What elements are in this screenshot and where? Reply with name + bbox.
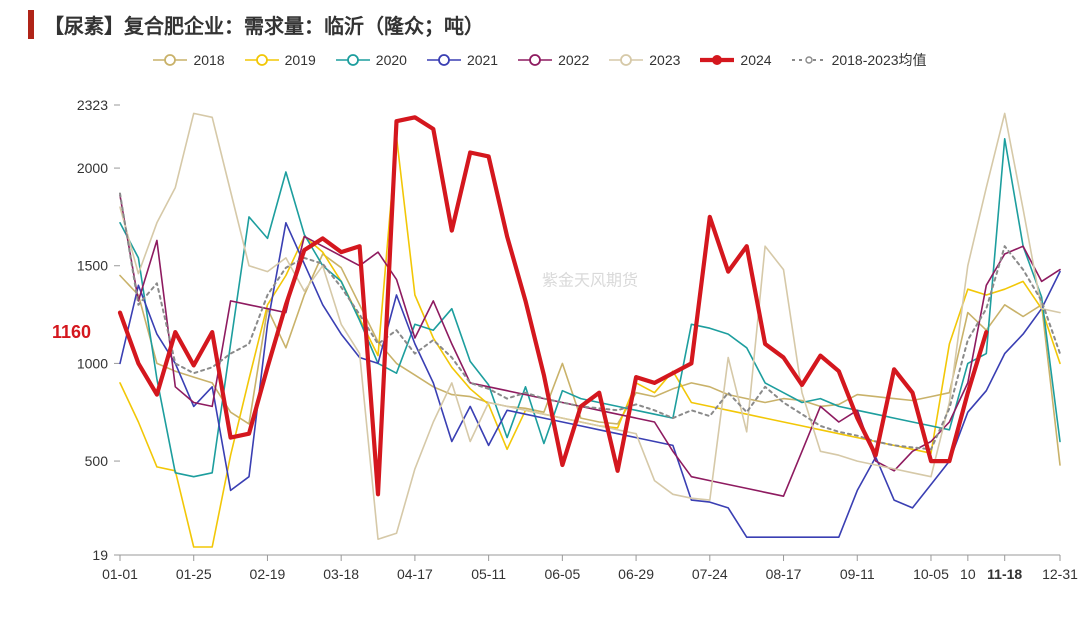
svg-text:07-24: 07-24 bbox=[692, 566, 728, 582]
svg-text:06-05: 06-05 bbox=[544, 566, 580, 582]
svg-text:01-25: 01-25 bbox=[176, 566, 212, 582]
line-chart: 19 500 1000 1500 2000 2323 1160 01-01 01-25 02-19… bbox=[0, 85, 1080, 625]
y-tick: 2323 bbox=[77, 97, 120, 113]
svg-text:12-31: 12-31 bbox=[1042, 566, 1078, 582]
legend-item-avg: 2018-2023均值 bbox=[792, 50, 927, 70]
legend-item-2022: 2022 bbox=[518, 52, 589, 68]
x-tick: 09-11 bbox=[840, 555, 875, 582]
svg-text:04-17: 04-17 bbox=[397, 566, 433, 582]
svg-text:05-11: 05-11 bbox=[471, 566, 506, 582]
svg-text:10: 10 bbox=[960, 566, 976, 582]
watermark: 紫金天风期货 bbox=[542, 271, 638, 289]
svg-text:2323: 2323 bbox=[77, 97, 108, 113]
x-tick: 10-05 bbox=[913, 555, 949, 582]
y-highlight-label: 1160 bbox=[52, 322, 91, 342]
svg-text:1000: 1000 bbox=[77, 355, 108, 371]
x-tick: 05-11 bbox=[471, 555, 506, 582]
x-tick: 01-25 bbox=[176, 555, 212, 582]
series-2019 bbox=[120, 137, 1060, 547]
x-tick: 07-24 bbox=[692, 555, 728, 582]
y-tick: 500 bbox=[85, 453, 120, 469]
chart-title: 【尿素】复合肥企业：需求量：临沂（隆众；吨） bbox=[28, 10, 484, 39]
x-tick: 12-31 bbox=[1042, 555, 1078, 582]
legend-item-2021: 2021 bbox=[427, 52, 498, 68]
svg-text:08-17: 08-17 bbox=[766, 566, 802, 582]
x-tick: 06-29 bbox=[618, 555, 654, 582]
svg-text:10-05: 10-05 bbox=[913, 566, 949, 582]
x-tick: 11-18 bbox=[987, 555, 1022, 582]
svg-text:03-18: 03-18 bbox=[323, 566, 359, 582]
legend-item-2024: 2024 bbox=[700, 52, 771, 68]
y-tick: 1000 bbox=[77, 355, 120, 371]
svg-text:06-29: 06-29 bbox=[618, 566, 654, 582]
svg-text:2000: 2000 bbox=[77, 160, 108, 176]
svg-text:02-19: 02-19 bbox=[250, 566, 286, 582]
x-tick: 03-18 bbox=[323, 555, 359, 582]
svg-text:11-18: 11-18 bbox=[987, 566, 1022, 582]
series-2023 bbox=[120, 113, 1060, 539]
x-tick: 08-17 bbox=[766, 555, 802, 582]
svg-text:1500: 1500 bbox=[77, 258, 108, 274]
legend: 2018 2019 2020 2021 2022 2023 2024 2018-2023均值 bbox=[0, 50, 1080, 70]
x-tick: 04-17 bbox=[397, 555, 433, 582]
svg-text:19: 19 bbox=[92, 547, 108, 563]
svg-text:09-11: 09-11 bbox=[840, 566, 875, 582]
x-tick: 02-19 bbox=[250, 555, 286, 582]
y-tick: 19 bbox=[92, 547, 120, 563]
svg-text:500: 500 bbox=[85, 453, 109, 469]
y-tick: 2000 bbox=[77, 160, 120, 176]
x-tick: 06-05 bbox=[544, 555, 580, 582]
legend-item-2018: 2018 bbox=[153, 52, 224, 68]
x-tick: 10 bbox=[960, 555, 976, 582]
y-tick: 1500 bbox=[77, 258, 120, 274]
legend-item-2023: 2023 bbox=[609, 52, 680, 68]
svg-text:01-01: 01-01 bbox=[102, 566, 138, 582]
legend-item-2019: 2019 bbox=[245, 52, 316, 68]
legend-item-2020: 2020 bbox=[336, 52, 407, 68]
